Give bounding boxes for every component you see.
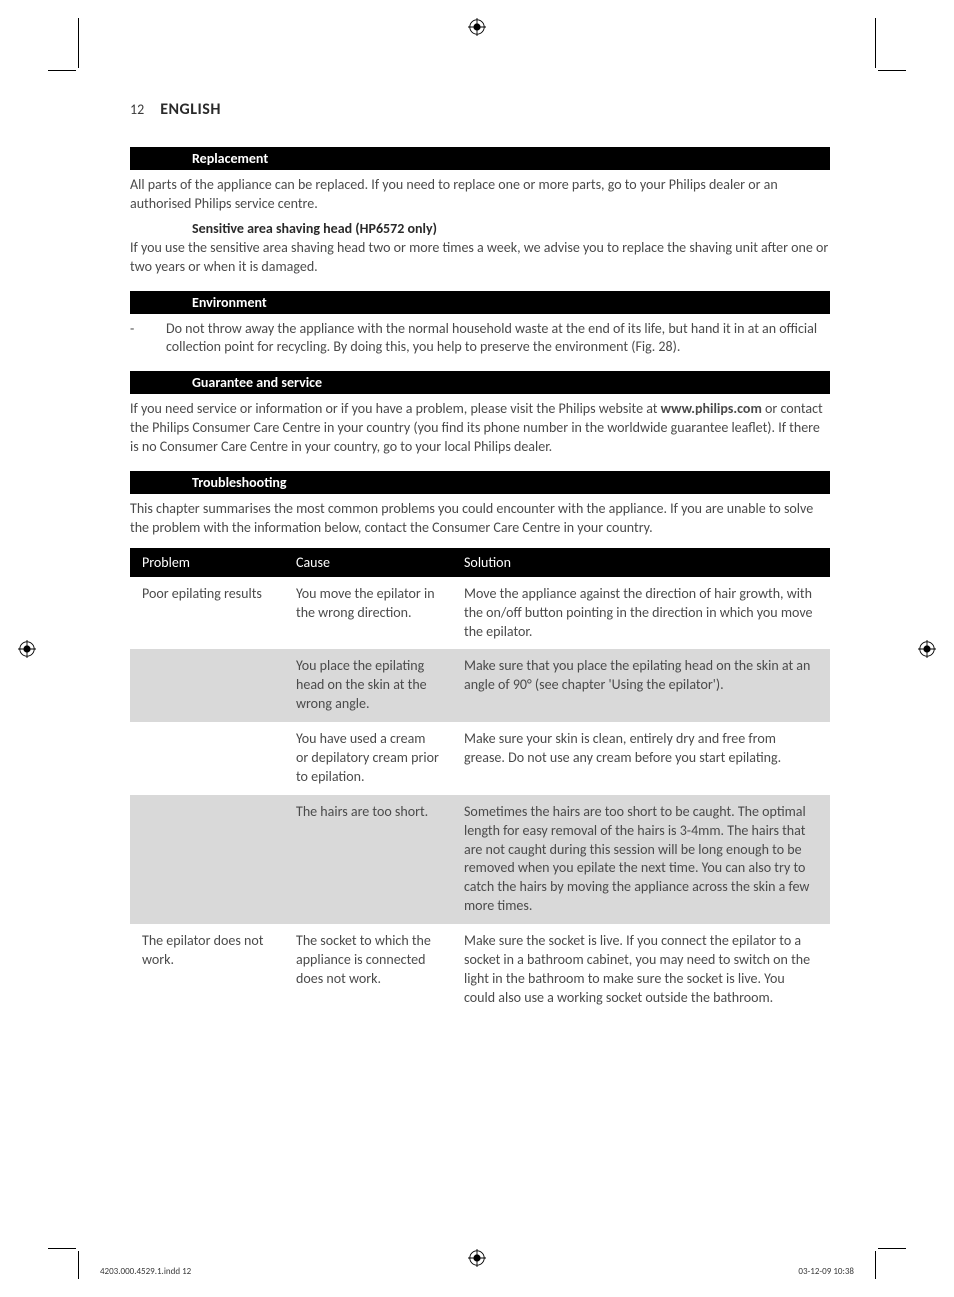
crop-mark [875,18,876,68]
td-solution: Make sure the socket is live. If you con… [452,924,830,1016]
environment-bullet-text: Do not throw away the appliance with the… [166,320,830,358]
th-solution: Solution [452,548,830,577]
table-row: Poor epilating resultsYou move the epila… [130,577,830,650]
replacement-subheading: Sensitive area shaving head (HP6572 only… [192,220,830,237]
crop-mark [48,1248,76,1249]
page-content: 12 ENGLISH Replacement All parts of the … [130,100,830,1016]
td-problem: The epilator does not work. [130,924,284,1016]
table-row: The epilator does not work.The socket to… [130,924,830,1016]
td-solution: Sometimes the hairs are too short to be … [452,795,830,924]
environment-bullet: - Do not throw away the appliance with t… [130,320,830,358]
registration-mark-icon [918,640,936,658]
td-cause: The hairs are too short. [284,795,452,924]
table-row: You place the epilating head on the skin… [130,649,830,722]
td-cause: You place the epilating head on the skin… [284,649,452,722]
table-header-row: Problem Cause Solution [130,548,830,577]
replacement-sub-body: If you use the sensitive area shaving he… [130,239,830,277]
section-environment-title: Environment [130,291,830,314]
td-problem [130,649,284,722]
footer-file: 4203.000.4529.1.indd 12 [100,1266,191,1277]
table-row: The hairs are too short.Sometimes the ha… [130,795,830,924]
registration-mark-icon [468,1249,486,1267]
td-problem [130,795,284,924]
td-cause: The socket to which the appliance is con… [284,924,452,1016]
troubleshooting-table: Problem Cause Solution Poor epilating re… [130,548,830,1016]
td-solution: Move the appliance against the direction… [452,577,830,650]
guarantee-body-bold: www.philips.com [661,400,762,417]
bullet-marker: - [130,320,150,358]
td-solution: Make sure that you place the epilating h… [452,649,830,722]
registration-mark-icon [18,640,36,658]
table-row: You have used a cream or depilatory crea… [130,722,830,795]
page-number: 12 [130,101,144,118]
td-cause: You move the epilator in the wrong direc… [284,577,452,650]
td-solution: Make sure your skin is clean, entirely d… [452,722,830,795]
td-problem [130,722,284,795]
crop-mark [878,1248,906,1249]
replacement-body: All parts of the appliance can be replac… [130,176,830,214]
crop-mark [48,70,76,71]
th-problem: Problem [130,548,284,577]
page-header: 12 ENGLISH [130,100,830,119]
footer-datetime: 03-12-09 10:38 [798,1266,854,1277]
page-language: ENGLISH [160,100,221,119]
td-cause: You have used a cream or depilatory crea… [284,722,452,795]
section-replacement-title: Replacement [130,147,830,170]
page-footer: 4203.000.4529.1.indd 12 03-12-09 10:38 [100,1266,854,1277]
crop-mark [78,1251,79,1279]
section-troubleshooting-title: Troubleshooting [130,471,830,494]
section-guarantee-title: Guarantee and service [130,371,830,394]
crop-mark [78,18,79,68]
guarantee-body-1: If you need service or information or if… [130,400,661,417]
troubleshooting-intro: This chapter summarises the most common … [130,500,830,538]
crop-mark [878,70,906,71]
th-cause: Cause [284,548,452,577]
registration-mark-icon [468,18,486,36]
guarantee-body: If you need service or information or if… [130,400,830,457]
crop-mark [875,1251,876,1279]
td-problem: Poor epilating results [130,577,284,650]
